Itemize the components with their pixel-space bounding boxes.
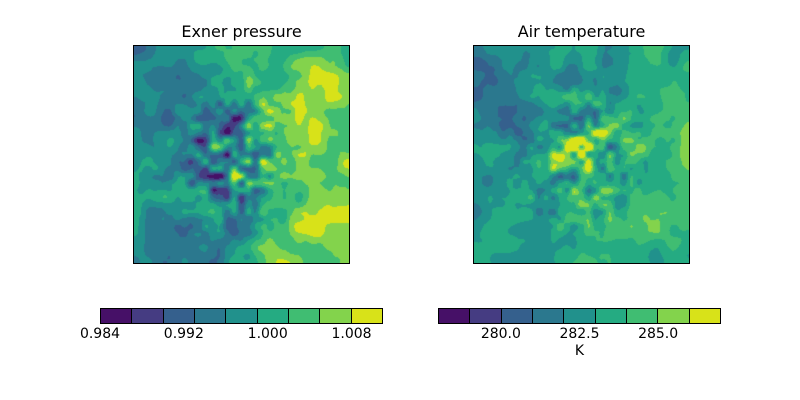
- colorbar-segment: [689, 309, 720, 323]
- colorbar-segment: [101, 309, 132, 323]
- colorbar-segment: [532, 309, 564, 323]
- colorbar-segment: [257, 309, 288, 323]
- colorbar-segment: [470, 309, 501, 323]
- colorbar-ticks-air-temperature: 280.0 282.5 285.0: [438, 326, 721, 343]
- colorbar-segment: [226, 309, 257, 323]
- colorbar-tick-label: 1.000: [247, 326, 288, 342]
- colorbar-exner-pressure: [100, 308, 383, 324]
- colorbar-unit-label: K: [574, 343, 585, 359]
- plot-title-air-temperature: Air temperature: [517, 22, 646, 41]
- colorbar-ticks-exner-pressure: 0.984 0.992 1.000 1.008: [80, 326, 383, 343]
- colorbar-segment: [626, 309, 658, 323]
- air-temperature-contour-canvas: [474, 46, 689, 263]
- colorbar-segment: [194, 309, 226, 323]
- contour-plot-air-temperature: [473, 45, 690, 264]
- colorbar-segment: [564, 309, 595, 323]
- exner-pressure-contour-canvas: [134, 46, 349, 263]
- colorbar-air-temperature: [438, 308, 721, 324]
- colorbar-segment: [132, 309, 163, 323]
- colorbar-tick-label: 282.5: [559, 326, 600, 342]
- colorbar-segment: [288, 309, 320, 323]
- colorbar-segment: [595, 309, 626, 323]
- colorbar-segment: [658, 309, 689, 323]
- colorbar-segment: [351, 309, 382, 323]
- colorbar-segment: [163, 309, 194, 323]
- plot-title-exner-pressure: Exner pressure: [181, 22, 302, 41]
- colorbar-segment: [501, 309, 532, 323]
- colorbar-tick-label: 285.0: [638, 326, 679, 342]
- colorbar-tick-label: 0.992: [163, 326, 204, 342]
- colorbar-segment: [320, 309, 351, 323]
- colorbar-tick-label: 0.984: [79, 326, 121, 342]
- colorbar-tick-label: 1.008: [331, 326, 372, 342]
- contour-plot-exner-pressure: [133, 45, 350, 264]
- colorbar-segment: [439, 309, 470, 323]
- colorbar-tick-label: 280.0: [480, 326, 521, 342]
